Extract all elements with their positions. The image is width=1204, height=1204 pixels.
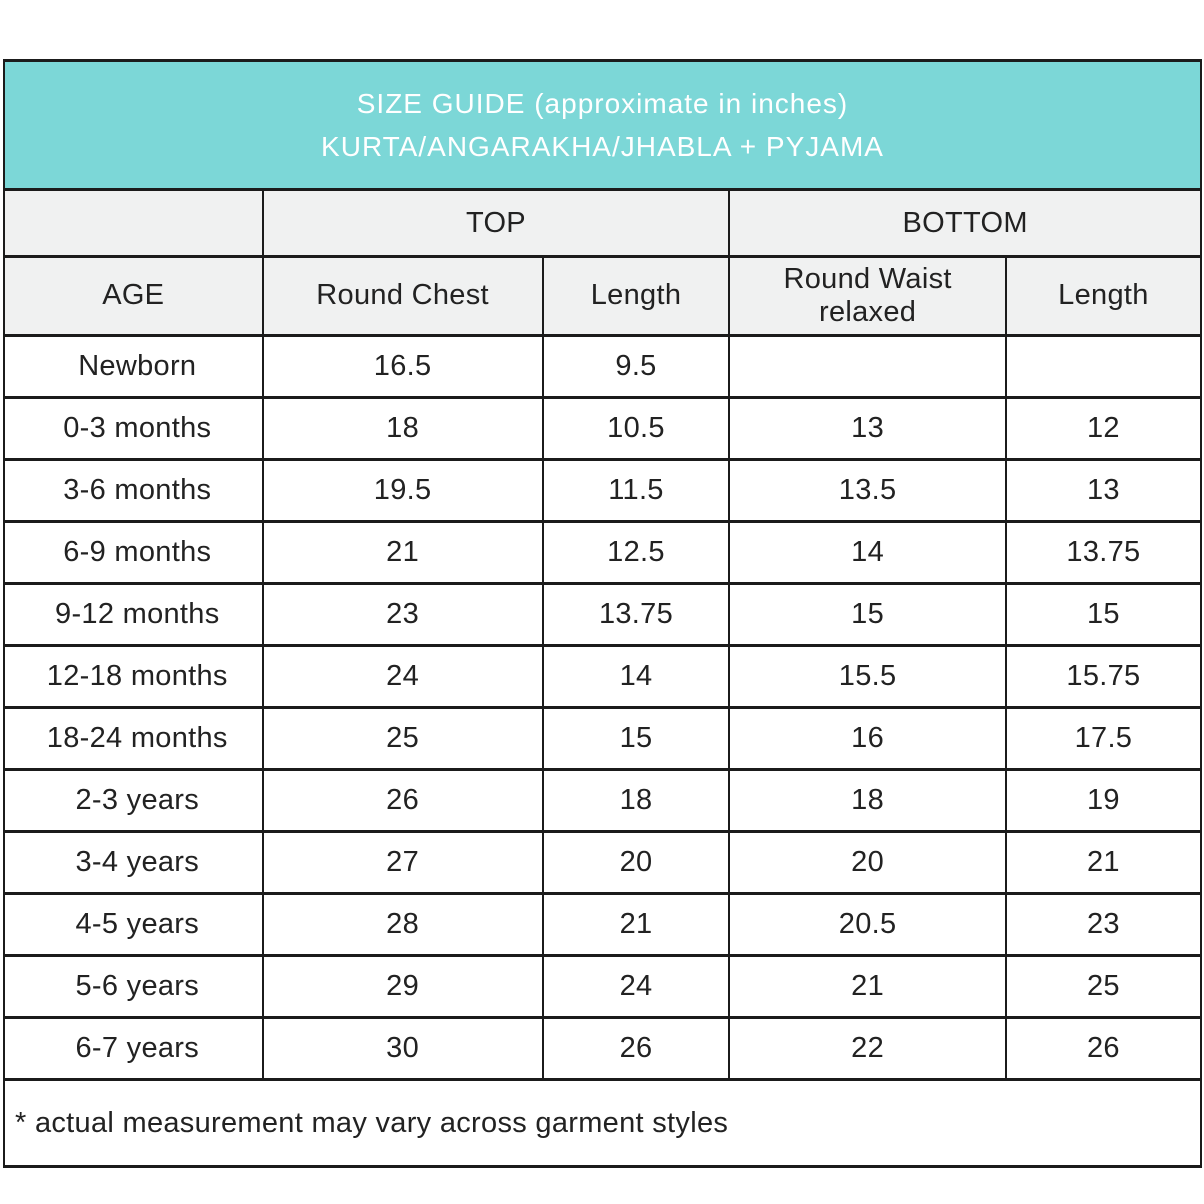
age-cell: 4-5 years [3,892,264,957]
age-cell: 5-6 years [3,954,264,1019]
top-length-cell: 11.5 [541,458,731,523]
table-row: 18-24 months 25 15 16 17.5 [3,706,1203,771]
round-waist-cell: 15.5 [728,644,1007,709]
age-cell: 2-3 years [3,768,264,833]
top-length-cell: 14 [541,644,731,709]
banner-row: SIZE GUIDE (approximate in inches) KURTA… [3,59,1202,191]
round-chest-cell: 24 [261,644,544,709]
bottom-length-cell: 17.5 [1004,706,1203,771]
round-chest-cell: 27 [261,830,544,895]
top-length-cell: 18 [541,768,731,833]
banner-title: SIZE GUIDE (approximate in inches) [356,87,849,119]
top-length-cell: 21 [541,892,731,957]
round-chest-cell: 16.5 [261,334,544,399]
table-row: 6-9 months 21 12.5 14 13.75 [3,520,1203,585]
age-cell: 0-3 months [3,396,264,461]
table-row: 0-3 months 18 10.5 13 12 [3,396,1203,461]
bottom-length-cell: 19 [1004,768,1203,833]
column-header-top-length: Length [541,255,731,337]
round-waist-cell: 16 [728,706,1007,771]
group-header-bottom: BOTTOM [728,188,1202,258]
round-chest-cell: 26 [261,768,544,833]
top-length-cell: 9.5 [541,334,731,399]
top-length-cell: 26 [541,1016,731,1081]
age-cell: 18-24 months [3,706,264,771]
top-length-cell: 13.75 [541,582,731,647]
age-cell: 3-4 years [3,830,264,895]
round-waist-cell: 13.5 [728,458,1007,523]
top-length-cell: 10.5 [541,396,731,461]
bottom-length-cell: 21 [1004,830,1203,895]
size-guide-table: SIZE GUIDE (approximate in inches) KURTA… [3,59,1203,1168]
round-chest-cell: 28 [261,892,544,957]
round-chest-cell: 23 [261,582,544,647]
column-header-row: AGE Round Chest Length Round Waist relax… [3,255,1203,337]
bottom-length-cell: 13.75 [1004,520,1203,585]
banner: SIZE GUIDE (approximate in inches) KURTA… [3,59,1202,191]
round-waist-cell: 21 [728,954,1007,1019]
round-waist-cell: 18 [728,768,1007,833]
group-header-row: TOP BOTTOM [3,188,1202,258]
bottom-length-cell: 23 [1004,892,1203,957]
round-waist-cell: 14 [728,520,1007,585]
table-row: 5-6 years 29 24 21 25 [3,954,1203,1019]
table-row: 2-3 years 26 18 18 19 [3,768,1203,833]
table-row: 9-12 months 23 13.75 15 15 [3,582,1203,647]
top-length-cell: 12.5 [541,520,731,585]
round-chest-cell: 29 [261,954,544,1019]
age-cell: 6-7 years [3,1016,264,1081]
bottom-length-cell [1004,334,1203,399]
bottom-length-cell: 26 [1004,1016,1203,1081]
age-cell: 12-18 months [3,644,264,709]
round-chest-cell: 21 [261,520,544,585]
column-header-bottom-length: Length [1004,255,1203,337]
round-waist-cell: 20 [728,830,1007,895]
table-row: 6-7 years 30 26 22 26 [3,1016,1203,1081]
round-waist-cell: 22 [728,1016,1007,1081]
table-row: 4-5 years 28 21 20.5 23 [3,892,1203,957]
bottom-length-cell: 15.75 [1004,644,1203,709]
group-header-empty [3,188,264,258]
top-length-cell: 20 [541,830,731,895]
round-waist-cell: 13 [728,396,1007,461]
round-waist-cell [728,334,1007,399]
bottom-length-cell: 15 [1004,582,1203,647]
footnote-row: * actual measurement may vary across gar… [3,1078,1202,1168]
age-cell: 9-12 months [3,582,264,647]
age-cell: 3-6 months [3,458,264,523]
table-row: 3-6 months 19.5 11.5 13.5 13 [3,458,1203,523]
bottom-length-cell: 12 [1004,396,1203,461]
column-header-round-waist: Round Waist relaxed [728,255,1007,337]
top-length-cell: 15 [541,706,731,771]
column-header-round-waist-label: Round Waist relaxed [783,262,952,328]
age-cell: 6-9 months [3,520,264,585]
table-row: Newborn 16.5 9.5 [3,334,1203,399]
group-header-top: TOP [261,188,731,258]
column-header-round-chest: Round Chest [261,255,544,337]
table-row: 12-18 months 24 14 15.5 15.75 [3,644,1203,709]
column-header-age: AGE [3,255,264,337]
bottom-length-cell: 13 [1004,458,1203,523]
table-row: 3-4 years 27 20 20 21 [3,830,1203,895]
round-chest-cell: 19.5 [261,458,544,523]
footnote: * actual measurement may vary across gar… [3,1078,1202,1168]
round-chest-cell: 18 [261,396,544,461]
banner-subtitle: KURTA/ANGARAKHA/JHABLA + PYJAMA [321,131,884,162]
round-chest-cell: 25 [261,706,544,771]
round-chest-cell: 30 [261,1016,544,1081]
round-waist-cell: 20.5 [728,892,1007,957]
round-waist-cell: 15 [728,582,1007,647]
age-cell: Newborn [3,334,264,399]
bottom-length-cell: 25 [1004,954,1203,1019]
top-length-cell: 24 [541,954,731,1019]
